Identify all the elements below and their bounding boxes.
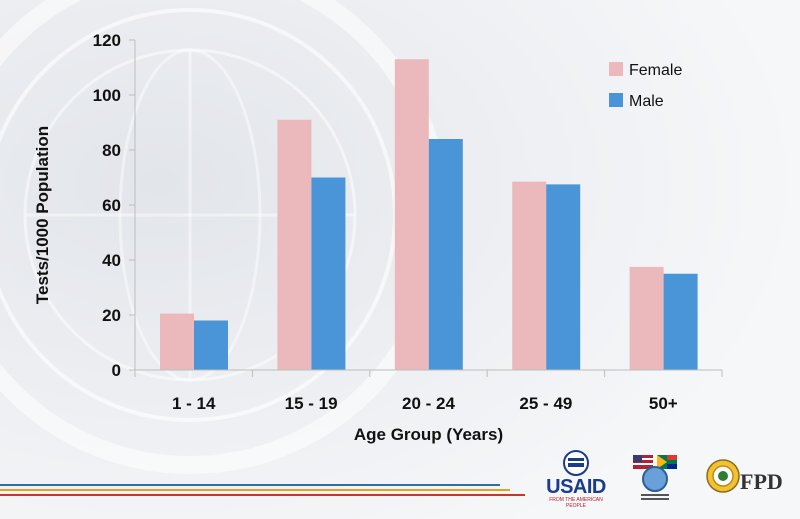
usaid-logo: USAID FROM THE AMERICAN PEOPLE	[540, 450, 612, 509]
x-tick-label: 15 - 19	[285, 394, 338, 413]
x-tick-label: 1 - 14	[172, 394, 216, 413]
partner-emblem-logo	[627, 449, 683, 505]
x-tick-label: 25 - 49	[519, 394, 572, 413]
bar-male-4	[546, 184, 581, 370]
footer-stripes	[0, 484, 525, 496]
y-tick-label: 120	[93, 31, 121, 50]
usaid-logo-text: USAID	[546, 476, 606, 498]
legend-label-female: Female	[629, 62, 682, 79]
y-axis-title: Tests/1000 Population	[33, 126, 52, 304]
x-tick-label: 20 - 24	[402, 394, 455, 413]
y-tick-label: 100	[93, 86, 121, 105]
bar-male-2	[311, 177, 346, 370]
legend-label-male: Male	[629, 93, 664, 110]
bar-female-1	[160, 313, 194, 370]
bars	[160, 59, 698, 370]
bar-female-5	[629, 266, 664, 370]
bar-female-4	[512, 181, 547, 370]
y-tick-label: 80	[102, 141, 121, 160]
x-tick-label: 50+	[649, 394, 678, 413]
bar-male-1	[194, 320, 228, 370]
legend-swatch-female	[609, 62, 623, 76]
legend-swatch-male	[609, 93, 623, 107]
fpd-logo-text: FPD	[740, 469, 783, 494]
bar-female-2	[277, 119, 312, 370]
x-axis: 1 - 14 15 - 19 20 - 24 25 - 49 50+	[134, 369, 723, 413]
fpd-logo: FPD	[706, 452, 796, 502]
y-tick-label: 40	[102, 251, 121, 270]
legend: Female Male	[609, 62, 682, 110]
usaid-logo-subtext: FROM THE AMERICAN PEOPLE	[549, 497, 603, 509]
bar-female-3	[394, 59, 429, 370]
y-tick-label: 60	[102, 196, 121, 215]
y-axis: 0 20 40 60 80 100 120	[93, 31, 136, 380]
bar-male-3	[428, 139, 463, 370]
x-axis-title: Age Group (Years)	[354, 425, 503, 444]
y-tick-label: 0	[112, 361, 121, 380]
y-tick-label: 20	[102, 306, 121, 325]
bar-male-5	[663, 273, 698, 370]
